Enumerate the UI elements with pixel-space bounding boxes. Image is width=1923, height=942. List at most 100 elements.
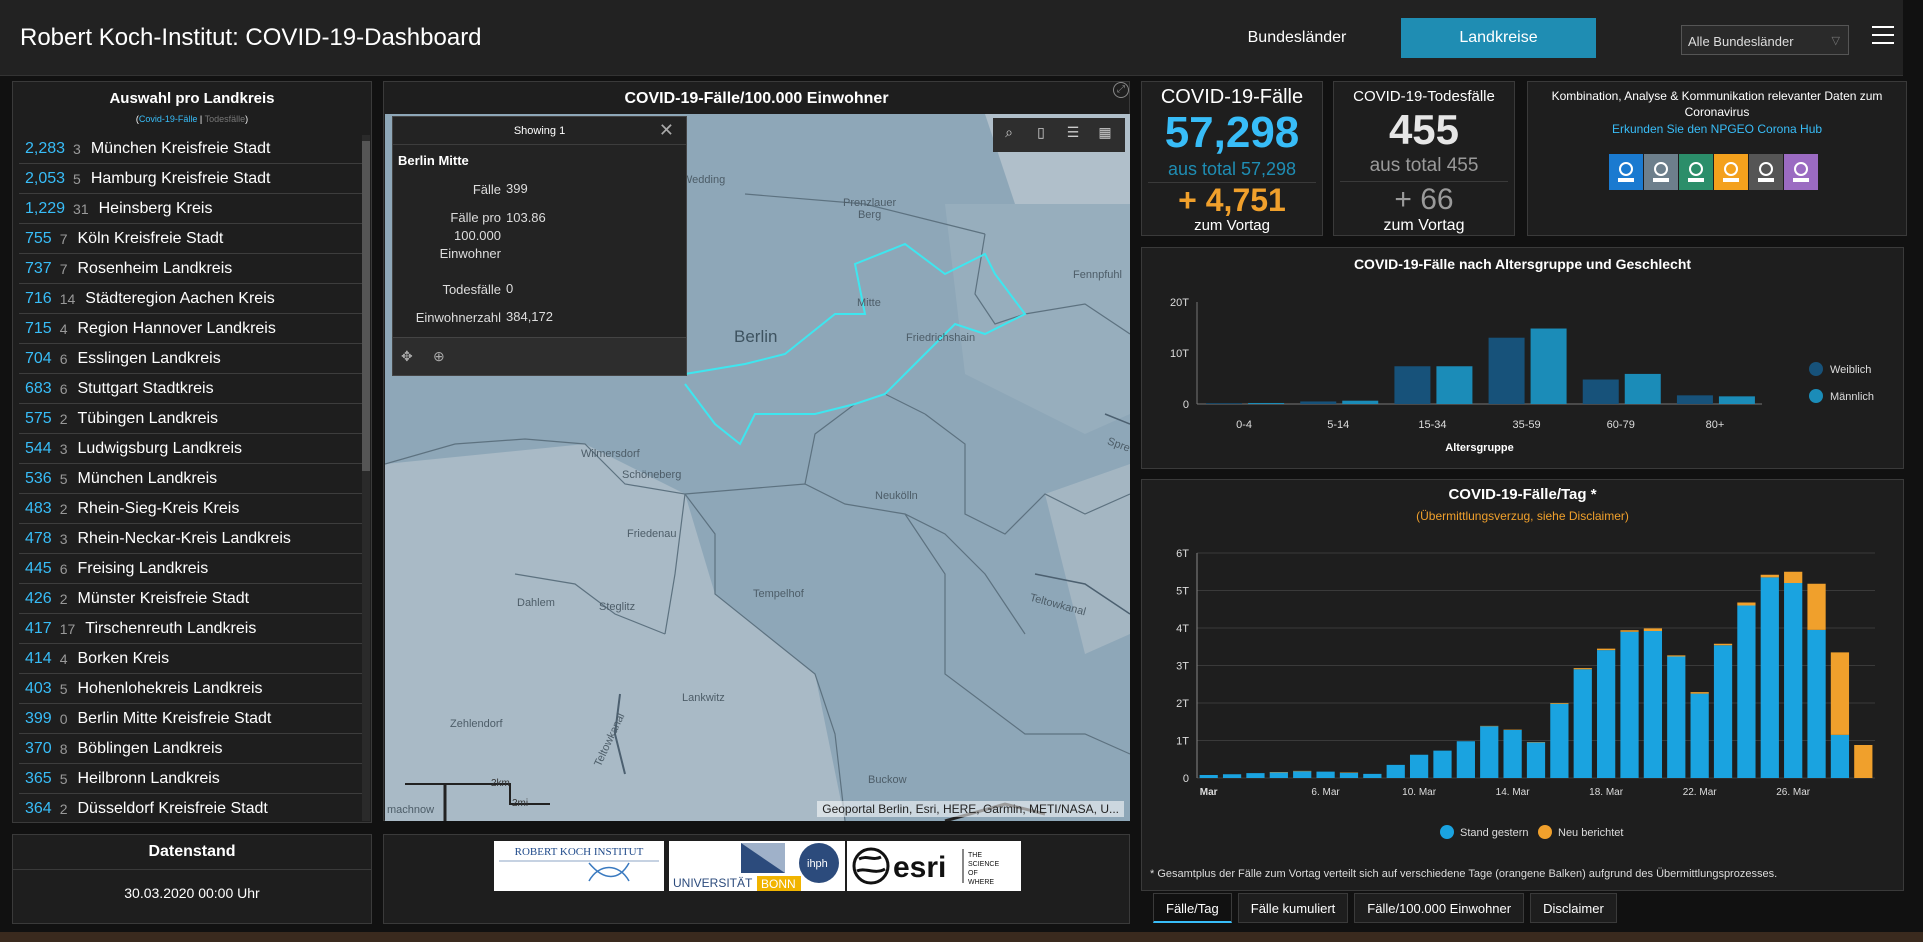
car-icon[interactable] xyxy=(1749,154,1783,190)
taskbar-strip xyxy=(0,932,1923,942)
toggle-deaths-link[interactable]: Todesfälle xyxy=(204,114,246,124)
map-label-berlin: Berlin xyxy=(734,327,778,346)
table-row[interactable]: 364 2 Düsseldorf Kreisfreie Stadt xyxy=(19,794,363,822)
bundesland-select[interactable]: Alle Bundesländer ▽ xyxy=(1681,25,1849,55)
table-row[interactable]: 426 2 Münster Kreisfreie Stadt xyxy=(19,584,363,614)
basemap-gallery-icon[interactable]: ▦ xyxy=(1098,124,1112,140)
popup-header: Showing 1 xyxy=(393,117,686,145)
daily-chart-panel: COVID-19-Fälle/Tag * (Übermittlungsverzu… xyxy=(1141,479,1904,891)
list-scrollbar[interactable] xyxy=(362,135,370,821)
building-icon[interactable] xyxy=(1784,154,1818,190)
kpi-total: aus total 455 xyxy=(1369,155,1479,176)
hub-link[interactable]: Erkunden Sie den NPGEO Corona Hub xyxy=(1611,122,1823,136)
tab-faelle-100000[interactable]: Fälle/100.000 Einwohner xyxy=(1354,893,1525,923)
heart-pulse-icon[interactable] xyxy=(1679,154,1713,190)
map-label-mitte: Mitte xyxy=(857,297,881,309)
map-attribution[interactable]: Geoportal Berlin, Esri, HERE, Garmin, ME… xyxy=(817,801,1124,817)
table-row[interactable]: 737 7 Rosenheim Landkreis xyxy=(19,254,363,284)
age-chart-panel: COVID-19-Fälle nach Altersgruppe und Ges… xyxy=(1141,247,1904,469)
table-row[interactable]: 536 5 München Landkreis xyxy=(19,464,363,494)
row-deaths: 6 xyxy=(59,350,68,367)
row-name: Esslingen Landkreis xyxy=(77,349,221,367)
popup-field-label: Fälle pro 100.000 Einwohner xyxy=(439,210,501,261)
npgeo-hub-card: Kombination, Analyse & Kommunikation rel… xyxy=(1527,81,1907,236)
expand-icon[interactable]: ⤢ xyxy=(1113,82,1129,98)
hamburger-menu-icon[interactable] xyxy=(1872,26,1894,46)
table-row[interactable]: 417 17 Tirschenreuth Landkreis xyxy=(19,614,363,644)
map-title: COVID-19-Fälle/100.000 Einwohner xyxy=(624,90,889,107)
table-row[interactable]: 370 8 Böblingen Landkreis xyxy=(19,734,363,764)
scale-mi: 2mi xyxy=(512,798,529,809)
location-person-icon[interactable] xyxy=(1644,154,1678,190)
bar-maennlich xyxy=(1248,402,1285,404)
bar-stand-gestern xyxy=(1316,771,1335,778)
table-row[interactable]: 544 3 Ludwigsburg Landkreis xyxy=(19,434,363,464)
row-name: Tübingen Landkreis xyxy=(77,409,219,427)
bookmark-icon[interactable]: ▯ xyxy=(1037,124,1045,140)
map-label-buckow: Buckow xyxy=(868,774,907,786)
bar-neu-berichtet xyxy=(1830,652,1850,735)
bar-stand-gestern xyxy=(1363,773,1382,778)
table-row[interactable]: 399 0 Berlin Mitte Kreisfreie Stadt xyxy=(19,704,363,734)
table-row[interactable]: 478 3 Rhein-Neckar-Kreis Landkreis xyxy=(19,524,363,554)
map-label-machnow: machnow xyxy=(387,804,435,816)
hands-icon[interactable] xyxy=(1609,154,1643,190)
landkreise-button[interactable]: Landkreise xyxy=(1401,18,1596,58)
row-cases: 370 xyxy=(25,739,52,757)
table-row[interactable]: 575 2 Tübingen Landkreis xyxy=(19,404,363,434)
bundeslaender-button[interactable]: Bundesländer xyxy=(1217,18,1377,58)
bar-stand-gestern xyxy=(1737,605,1756,778)
x-tick-label: 60-79 xyxy=(1607,419,1635,431)
popup-field-label: Todesfälle xyxy=(442,282,501,297)
y-tick-label: 4T xyxy=(1176,623,1189,635)
tab-faelle-tag[interactable]: Fälle/Tag xyxy=(1153,893,1232,923)
scrollbar-thumb[interactable] xyxy=(362,141,370,471)
kpi-value: 57,298 xyxy=(1164,108,1300,157)
bar-stand-gestern xyxy=(1713,645,1733,778)
pan-icon[interactable]: ✥ xyxy=(401,348,413,364)
table-row[interactable]: 683 6 Stuttgart Stadtkreis xyxy=(19,374,363,404)
table-row[interactable]: 755 7 Köln Kreisfreie Stadt xyxy=(19,224,363,254)
table-row[interactable]: 716 14 Städteregion Aachen Kreis xyxy=(19,284,363,314)
search-icon[interactable]: ⌕ xyxy=(1005,124,1013,140)
tab-disclaimer[interactable]: Disclaimer xyxy=(1530,893,1617,923)
table-row[interactable]: 2,053 5 Hamburg Kreisfreie Stadt xyxy=(19,164,363,194)
uni-bonn-ihph-logo[interactable]: UNIVERSITÄT BONN ihph xyxy=(669,841,845,891)
table-row[interactable]: 414 4 Borken Kreis xyxy=(19,644,363,674)
layer-list-icon[interactable]: ☰ xyxy=(1066,124,1080,140)
deaths-kpi-card: COVID-19-Todesfälle 455 aus total 455 + … xyxy=(1333,81,1515,236)
table-row[interactable]: 2,283 3 München Kreisfreie Stadt xyxy=(19,134,363,164)
table-row[interactable]: 1,229 31 Heinsberg Kreis xyxy=(19,194,363,224)
popup-field-value: 103.86 xyxy=(506,210,546,225)
bar-stand-gestern xyxy=(1760,577,1779,778)
x-tick-label: 5-14 xyxy=(1327,419,1349,431)
toggle-cases-link[interactable]: Covid-19-Fälle xyxy=(138,114,198,124)
bar-neu-berichtet xyxy=(1620,630,1639,632)
row-cases: 737 xyxy=(25,259,52,277)
row-cases: 364 xyxy=(25,799,52,817)
table-row[interactable]: 715 4 Region Hannover Landkreis xyxy=(19,314,363,344)
svg-text:UNIVERSITÄT: UNIVERSITÄT xyxy=(673,876,753,890)
stairs-icon[interactable] xyxy=(1714,154,1748,190)
row-name: Städteregion Aachen Kreis xyxy=(85,289,275,307)
tab-faelle-kumuliert[interactable]: Fälle kumuliert xyxy=(1237,893,1349,923)
bar-neu-berichtet xyxy=(1784,571,1803,583)
svg-text:WHERE: WHERE xyxy=(968,879,994,886)
table-row[interactable]: 403 5 Hohenlohekreis Landkreis xyxy=(19,674,363,704)
close-icon[interactable]: ✕ xyxy=(658,120,674,140)
y-tick-label: 20T xyxy=(1170,297,1189,309)
row-deaths: 6 xyxy=(59,560,68,577)
esri-logo[interactable]: esri THE SCIENCE OF WHERE xyxy=(847,841,1021,891)
table-row[interactable]: 445 6 Freising Landkreis xyxy=(19,554,363,584)
table-row[interactable]: 365 5 Heilbronn Landkreis xyxy=(19,764,363,794)
legend-label: Neu berichtet xyxy=(1558,827,1623,839)
map-view[interactable]: Berlin Wedding Prenzlauer Berg Mitte Fri… xyxy=(385,114,1130,821)
table-row[interactable]: 704 6 Esslingen Landkreis xyxy=(19,344,363,374)
scale-km: 2km xyxy=(491,778,510,789)
table-row[interactable]: 483 2 Rhein-Sieg-Kreis Kreis xyxy=(19,494,363,524)
bar-neu-berichtet xyxy=(1807,583,1826,630)
bar-stand-gestern xyxy=(1784,583,1803,778)
rki-logo[interactable]: ROBERT KOCH INSTITUT xyxy=(494,841,664,891)
zoom-to-icon[interactable]: ⊕ xyxy=(433,348,445,364)
